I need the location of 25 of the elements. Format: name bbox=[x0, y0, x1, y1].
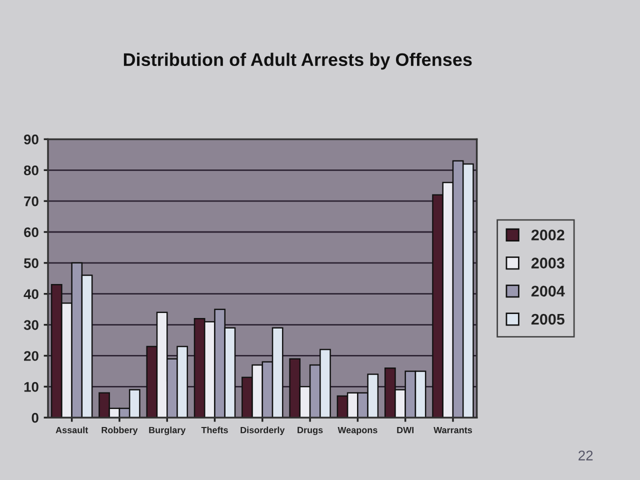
y-tick-label: 30 bbox=[24, 320, 38, 330]
legend-label: 2003 bbox=[531, 258, 564, 269]
y-tick-label: 0 bbox=[32, 412, 38, 423]
y-tick-label: 60 bbox=[24, 227, 38, 238]
x-tick-label: Thefts bbox=[201, 426, 228, 434]
x-tick-label: Disorderly bbox=[240, 426, 285, 436]
text: 22 bbox=[578, 450, 593, 460]
x-tick-label: Burglary bbox=[149, 426, 186, 436]
y-tick-label: 80 bbox=[24, 165, 38, 176]
x-tick-label: Warrants bbox=[434, 426, 472, 434]
chart-title: Distribution of Adult Arrests by Offenses bbox=[124, 52, 472, 70]
x-tick-label: Robbery bbox=[102, 426, 138, 436]
y-tick-label: 10 bbox=[24, 382, 38, 392]
y-tick-label: 20 bbox=[24, 351, 38, 361]
x-tick-label: Assault bbox=[56, 426, 88, 434]
y-tick-label: 50 bbox=[24, 258, 38, 268]
legend-label: 2004 bbox=[531, 286, 565, 297]
x-tick-label: Weapons bbox=[338, 426, 378, 436]
y-tick-label: 90 bbox=[24, 134, 38, 144]
y-tick-label: 70 bbox=[24, 196, 38, 206]
legend-label: 2005 bbox=[531, 314, 564, 325]
legend-label: 2002 bbox=[531, 230, 564, 240]
x-tick-label: Drugs bbox=[298, 426, 323, 436]
x-tick-label: DWI bbox=[397, 426, 414, 434]
y-tick-label: 40 bbox=[24, 289, 38, 300]
